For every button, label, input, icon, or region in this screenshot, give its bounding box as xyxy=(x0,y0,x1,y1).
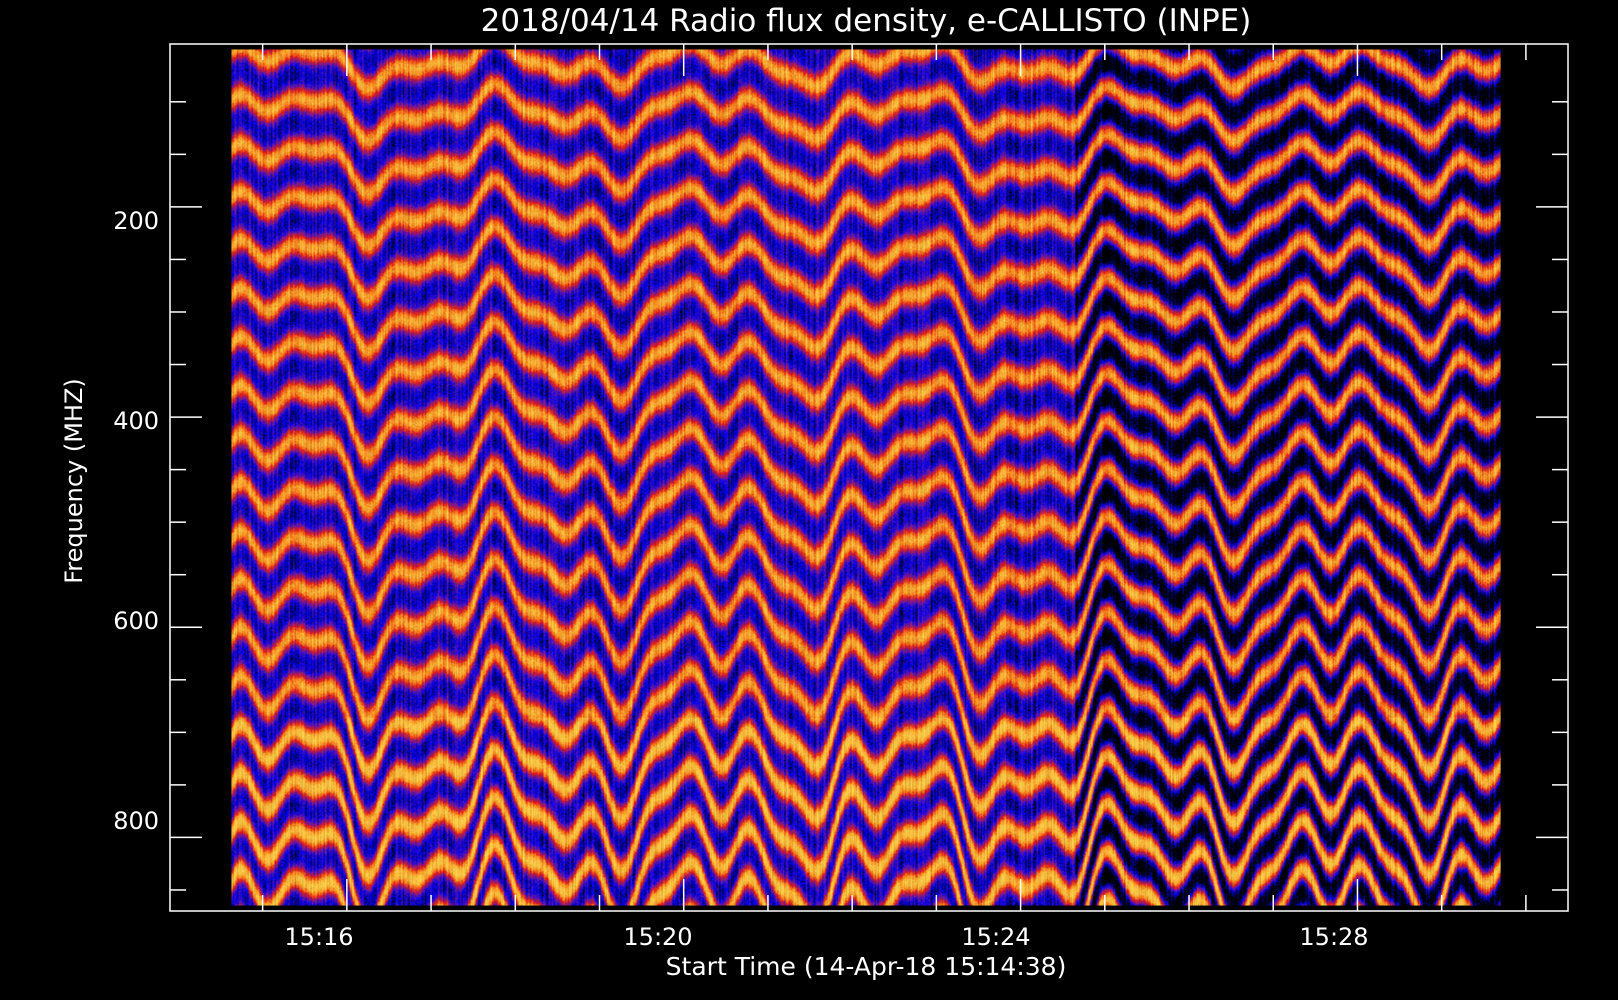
plot-frame xyxy=(169,43,1569,912)
y-tick-label-800: 800 xyxy=(113,807,159,835)
y-tick-label-200: 200 xyxy=(113,207,159,235)
x-tick-label-1520: 15:20 xyxy=(623,923,692,951)
spectrogram-grain xyxy=(231,49,1501,906)
x-axis-ticks xyxy=(261,44,1527,911)
x-tick-label-1524: 15:24 xyxy=(961,923,1030,951)
chart-title: 2018/04/14 Radio flux density, e-CALLIST… xyxy=(481,3,1252,39)
y-axis-ticks xyxy=(170,101,1568,891)
x-axis-label: Start Time (14-Apr-18 15:14:38) xyxy=(666,952,1067,981)
y-tick-label-400: 400 xyxy=(113,407,159,435)
x-tick-label-1528: 15:28 xyxy=(1299,923,1368,951)
y-tick-label-600: 600 xyxy=(113,607,159,635)
spectrogram-heatmap xyxy=(231,49,1501,906)
x-tick-label-1516: 15:16 xyxy=(284,923,353,951)
y-axis-label: Frequency (MHZ) xyxy=(60,378,88,584)
